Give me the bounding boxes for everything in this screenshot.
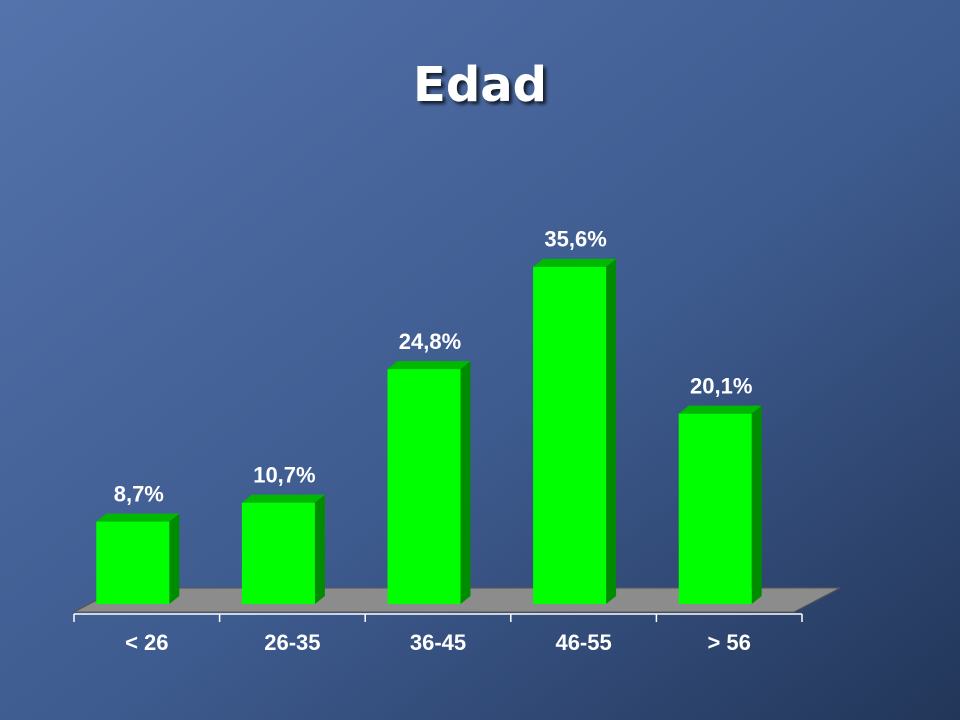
value-label: 35,6% bbox=[544, 227, 606, 252]
x-tick-label: 26-35 bbox=[264, 630, 320, 655]
bar bbox=[678, 413, 752, 604]
bar bbox=[387, 369, 461, 604]
x-tick-label: > 56 bbox=[707, 630, 750, 655]
x-tick-label: 46-55 bbox=[555, 630, 611, 655]
value-label: 8,7% bbox=[114, 481, 164, 506]
bar-top bbox=[678, 405, 762, 414]
bar-side bbox=[751, 405, 762, 604]
bar-side bbox=[169, 513, 180, 604]
x-tick-label: 36-45 bbox=[410, 630, 466, 655]
x-tick-label: < 26 bbox=[125, 630, 168, 655]
bar-top bbox=[387, 361, 471, 370]
bar-side bbox=[460, 361, 471, 604]
chart-title: Edad bbox=[413, 57, 547, 113]
bar bbox=[96, 521, 170, 604]
value-label: 10,7% bbox=[253, 462, 315, 487]
value-label: 20,1% bbox=[690, 373, 752, 398]
bar-side bbox=[606, 258, 617, 604]
bar bbox=[533, 266, 607, 604]
bar bbox=[241, 502, 315, 604]
bar-top bbox=[96, 513, 180, 522]
bar-side bbox=[314, 494, 325, 604]
bar-top bbox=[241, 494, 325, 503]
value-label: 24,8% bbox=[399, 329, 461, 354]
bar-top bbox=[533, 258, 617, 267]
